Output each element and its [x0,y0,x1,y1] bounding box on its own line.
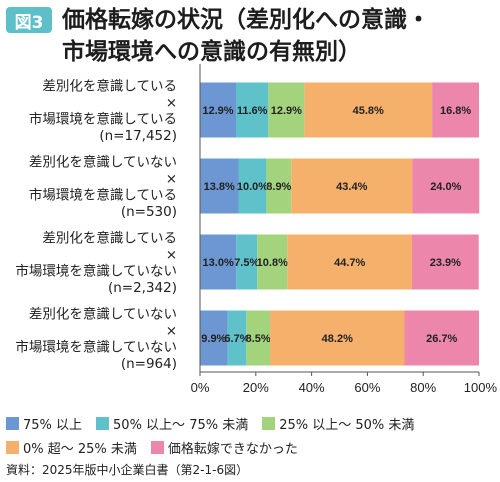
bar-segment [200,82,236,138]
legend-swatch [6,440,19,454]
chart-title: 価格転嫁の状況（差別化への意識・ 市場環境への意識の有無別） [62,4,498,68]
x-tick-label: 40% [299,380,325,395]
category-label-line: 市場環境を意識している [29,186,177,203]
data-label: 12.9% [202,105,233,117]
data-label: 16.8% [440,105,471,117]
legend-item-not-passed-on: 価格転嫁できなかった [150,438,298,457]
category-label-line: 差別化を意識していない [29,153,177,170]
legend-row-1: 75% 以上 50% 以上～ 75% 未満 25% 以上～ 50% 未満 [6,412,496,434]
bar-segment [412,158,480,214]
bar-segment [270,310,405,366]
bar-segment [268,82,305,138]
bar-segment [238,158,267,214]
legend-item-50-75: 50% 以上～ 75% 未満 [96,414,248,433]
legend-swatch [6,416,19,430]
bar-segment [404,310,479,366]
data-label: 43.4% [336,181,367,193]
category-label-line: 市場環境を意識していない [15,262,177,279]
bar-segment [304,82,433,138]
data-label: 10.0% [237,181,268,193]
legend-swatch [150,440,164,454]
category-label-line: (n=17,452) [99,128,177,144]
x-tick-label: 20% [243,380,269,395]
bar-segment [432,82,479,138]
chart-title-line-1: 価格転嫁の状況（差別化への意識・ [62,7,430,33]
data-label: 11.6% [237,105,268,117]
category-label-line: × [166,247,177,263]
data-label: 6.7% [224,333,249,345]
data-label: 12.9% [271,105,302,117]
category-label-line: (n=2,342) [108,280,177,296]
figure-number-badge: 図3 [6,7,52,33]
figure-header: 図3 価格転嫁の状況（差別化への意識・ 市場環境への意識の有無別） [6,4,496,74]
data-label: 9.9% [201,333,226,345]
legend-item-25-50: 25% 以上～ 50% 未満 [262,414,414,433]
category-label-line: × [166,171,177,187]
chart-legend: 75% 以上 50% 以上～ 75% 未満 25% 以上～ 50% 未満 0% … [6,412,496,460]
chart-title-line-2: 市場環境への意識の有無別） [62,39,361,65]
category-label-line: 市場環境を意識している [29,110,177,127]
data-label: 8.9% [266,181,291,193]
category-label-line: (n=530) [121,204,177,220]
data-label: 13.0% [203,257,234,269]
legend-swatch [262,416,276,430]
legend-label: 25% 以上～ 50% 未満 [279,417,415,433]
category-label-line: 差別化を意識していない [29,305,177,322]
x-tick-label: 100% [464,380,498,395]
category-label-line: 差別化を意識している [42,229,177,246]
legend-label: 75% 以上 [23,417,83,433]
x-tick-label: 0% [191,380,210,395]
source-note: 資料：2025年版中小企業白書（第2-1-6図） [6,463,249,477]
bar-segment [200,310,228,366]
data-label: 48.2% [322,333,353,345]
bar-segment [227,310,247,366]
category-label-line: × [166,95,177,111]
bar-segment [200,234,237,290]
bar-segment [200,158,239,214]
data-label: 44.7% [334,257,365,269]
data-label: 26.7% [426,333,457,345]
category-label-line: 差別化を意識している [42,77,177,94]
legend-row-2: 0% 超～ 25% 未満 価格転嫁できなかった [6,436,496,458]
stacked-bar-chart: 差別化を意識している×市場環境を意識している(n=17,452)12.9% 11.… [15,64,498,395]
data-label: 13.8% [204,181,235,193]
legend-item-75-plus: 75% 以上 [6,414,82,433]
legend-label: 0% 超～ 25% 未満 [23,441,137,457]
data-label: 8.5% [246,333,271,345]
category-label-line: 市場環境を意識していない [15,338,177,355]
data-label: 23.9% [430,257,461,269]
category-label-line: × [166,323,177,339]
category-label-line: (n=964) [121,356,177,372]
legend-label: 50% 以上～ 75% 未満 [113,417,249,433]
bar-segment [257,234,288,290]
bar-segment [235,82,269,138]
x-tick-label: 60% [354,380,380,395]
legend-label: 価格転嫁できなかった [167,441,298,457]
bar-segment [266,158,292,214]
data-label: 10.8% [257,257,288,269]
data-label: 24.0% [430,181,461,193]
data-label: 7.5% [234,257,259,269]
bar-segment [287,234,413,290]
bar-segment [291,158,413,214]
bar-segment [246,310,271,366]
legend-item-0-25: 0% 超～ 25% 未満 [6,438,137,457]
x-tick-label: 80% [410,380,436,395]
data-label: 45.8% [353,105,384,117]
legend-swatch [96,416,110,430]
bar-segment [236,234,258,290]
bar-segment [412,234,479,290]
